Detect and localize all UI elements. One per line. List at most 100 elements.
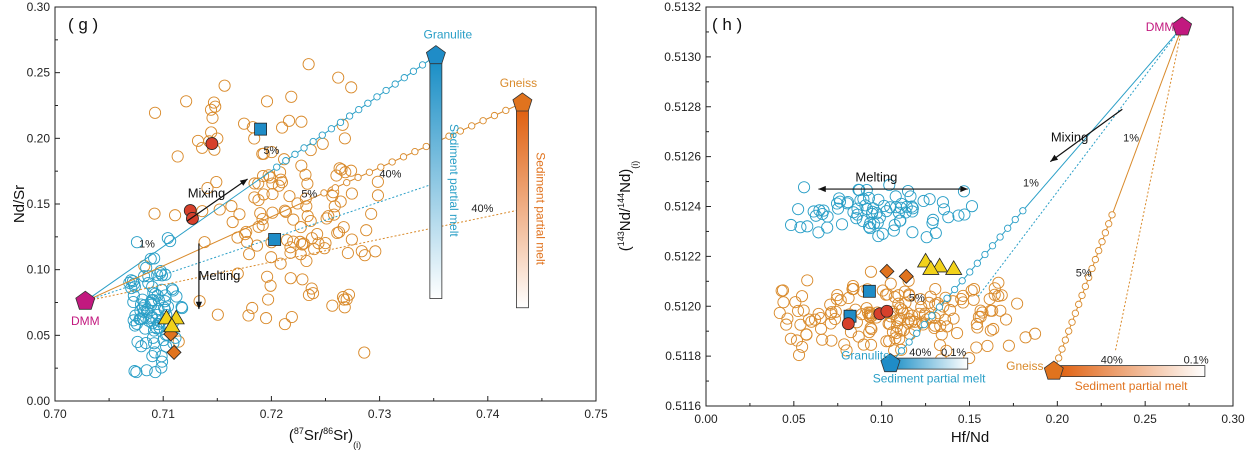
sample-point	[794, 221, 807, 234]
sample-point	[218, 79, 231, 92]
orange-diamond-sample	[898, 268, 914, 284]
y-tick-label: 0.10	[27, 263, 51, 277]
sample-point	[254, 207, 267, 220]
sample-point	[360, 224, 373, 237]
sample-point	[204, 103, 218, 116]
sample-point	[1000, 313, 1013, 326]
sample-point	[279, 205, 292, 218]
sample-point	[988, 288, 1001, 301]
sample-point	[831, 289, 844, 302]
sample-point	[198, 236, 211, 249]
y-tick-label: 0.5132	[664, 0, 701, 14]
sample-point	[272, 179, 285, 192]
sample-point	[142, 314, 155, 327]
sample-point	[294, 248, 307, 261]
sample-point	[895, 343, 908, 356]
sample-point	[161, 232, 174, 245]
sample-point	[345, 233, 358, 246]
granulite-mixing-step	[920, 320, 928, 329]
sample-point	[266, 206, 279, 219]
sample-point	[365, 207, 378, 220]
sample-point	[130, 366, 143, 379]
sample-point	[147, 324, 161, 337]
sample-point	[210, 176, 223, 189]
sample-point	[248, 177, 261, 190]
sample-point	[938, 313, 952, 326]
plot-frame-g	[54, 6, 597, 402]
sample-point	[789, 296, 802, 309]
sample-point	[944, 303, 957, 317]
sample-point	[830, 292, 843, 305]
dmm-label: DMM	[71, 314, 100, 328]
granulite-mixing-step	[966, 268, 974, 276]
gneiss-mixing-step	[388, 158, 396, 166]
sample-point	[784, 218, 798, 232]
annotations-h: Mixing Melting 1% 1% 5% 5% 40% 0.1% 40% 0.1%	[818, 108, 1209, 367]
gneiss-endmember	[1043, 360, 1064, 380]
annotation-label: 40%	[1101, 355, 1123, 367]
granulite-mixing-step	[935, 303, 944, 311]
sample-point	[812, 307, 825, 320]
sample-point	[305, 282, 318, 295]
sample-point	[773, 306, 786, 319]
sample-point	[842, 291, 855, 305]
sample-point	[780, 318, 793, 331]
sample-point	[864, 265, 877, 278]
gneiss-mixing-step	[365, 168, 374, 176]
sample-point	[276, 121, 289, 134]
granulite-mixing-step	[928, 312, 936, 320]
gneiss-mixing-step	[1081, 282, 1090, 291]
gneiss-mixing-step	[1098, 238, 1106, 246]
sample-point	[154, 265, 167, 278]
orange-diamond-sample	[879, 263, 895, 279]
y-axis-title-part: 144	[616, 193, 626, 208]
sample-point	[308, 243, 321, 256]
y-axis-title-g: Nd/Sr	[11, 185, 28, 223]
gneiss-mixing-step	[377, 163, 385, 171]
mixing-arrow-h	[1049, 108, 1123, 163]
y-tick-label: 0.5118	[665, 349, 701, 363]
sample-point	[824, 317, 837, 330]
x-axis-title-part: Sr)	[333, 427, 353, 444]
granulite-mixing-step	[309, 137, 317, 146]
annotation-label: 40%	[909, 347, 931, 359]
sample-point	[883, 335, 896, 348]
sample-point	[801, 274, 814, 287]
sample-point	[130, 317, 143, 330]
sample-point	[987, 322, 1000, 336]
sample-point	[159, 268, 172, 281]
gneiss-mixing-step	[1075, 300, 1083, 308]
sample-point	[250, 239, 264, 252]
sample-point	[905, 200, 918, 213]
sample-point	[169, 209, 182, 222]
granulite-melt-label: Sediment partial melt	[873, 372, 986, 386]
yellow-triangle-sample	[922, 260, 940, 275]
gneiss-mixing-step	[1091, 255, 1100, 264]
endmembers-h: DMM Granulite Gneiss	[841, 16, 1193, 380]
sample-point	[797, 304, 810, 317]
gneiss-mixing-step	[490, 111, 499, 120]
sample-point	[890, 320, 903, 333]
annotations-g: Mixing Melting 1% 5% 5% 40% 40%	[139, 145, 494, 310]
yellow-triangle-sample	[944, 260, 963, 275]
gneiss-mixing-step	[502, 106, 510, 115]
sample-point	[257, 188, 270, 201]
sample-point	[264, 279, 277, 292]
sample-point	[974, 304, 987, 317]
sample-point	[155, 361, 168, 374]
gneiss-mixing-step	[1055, 354, 1063, 362]
sample-point	[876, 284, 889, 297]
annotation-label: 5%	[263, 145, 279, 157]
gneiss-mixing-step	[1061, 336, 1070, 344]
melt-bars-h: Sediment partial melt Sediment partial me…	[873, 357, 1206, 393]
granulite-mixing-step	[355, 105, 363, 114]
sample-point	[142, 276, 155, 290]
blue-square-sample	[862, 284, 876, 298]
sample-point	[211, 308, 224, 321]
sample-point	[284, 272, 297, 285]
sample-point	[191, 134, 205, 147]
sample-point	[340, 293, 353, 306]
granulite-endmember	[425, 45, 446, 65]
sample-point	[358, 346, 371, 359]
sample-point	[339, 166, 352, 179]
